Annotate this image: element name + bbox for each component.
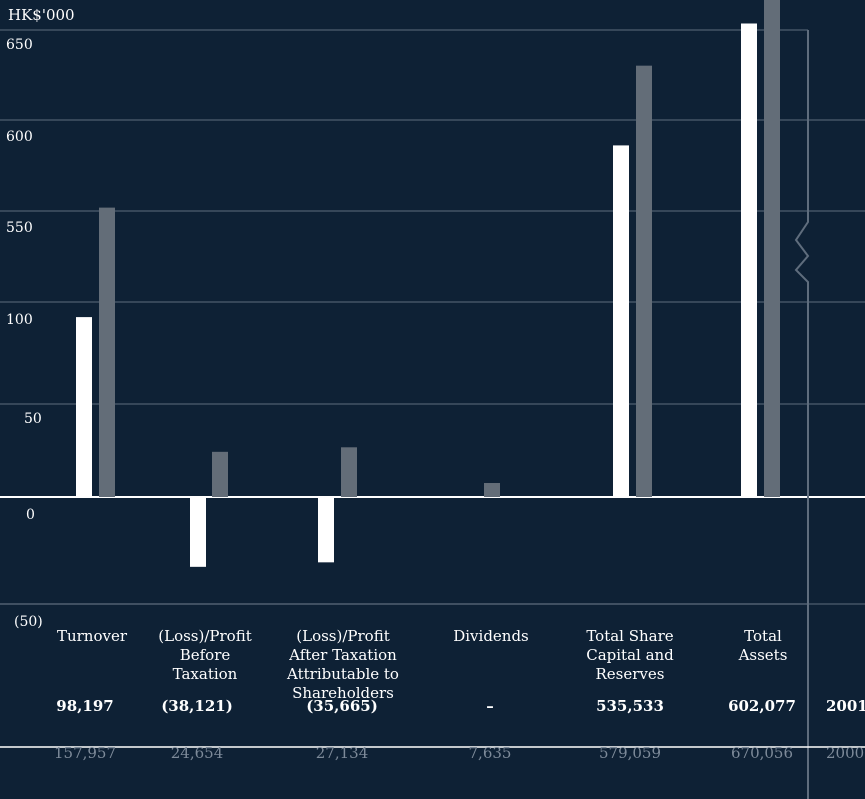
- value-label-2000: 24,654: [170, 744, 224, 762]
- category-label-line: Shareholders: [292, 684, 394, 702]
- value-label-2001: 98,197: [56, 697, 114, 715]
- value-label-2000: 579,059: [598, 744, 662, 762]
- value-label-2001: (38,121): [161, 697, 233, 715]
- category-label: (Loss)/Profit After Taxation Attributable …: [268, 627, 418, 703]
- grid-lines: [0, 29, 865, 605]
- year-label-2001: 2001: [826, 697, 865, 715]
- bar-2000-5: [636, 65, 652, 497]
- value-label-2001: 602,077: [728, 697, 796, 715]
- category-label-line: Total: [744, 627, 782, 645]
- value-label-2000: 27,134: [315, 744, 369, 762]
- category-label: Dividends: [416, 627, 566, 646]
- value-label-2001: –: [486, 697, 494, 715]
- bar-2000-2: [212, 451, 228, 497]
- bar-2001-1: [76, 317, 92, 497]
- bar-2000-6: [764, 0, 780, 498]
- category-label-line: Capital and: [586, 646, 674, 664]
- value-label-2001: (35,665): [306, 697, 378, 715]
- category-label: Total Assets: [688, 627, 838, 665]
- bar-2001-5: [613, 145, 629, 497]
- y-tick-label: (50): [14, 614, 43, 630]
- category-label: (Loss)/Profit Before Taxation: [130, 627, 280, 684]
- unit-label: HK$'000: [8, 6, 75, 24]
- category-label-line: (Loss)/Profit: [296, 627, 390, 645]
- category-label-line: Turnover: [56, 627, 128, 645]
- category-label-line: Assets: [738, 646, 788, 664]
- category-label-line: Taxation: [172, 665, 238, 683]
- bar-2000-4: [484, 483, 500, 497]
- y-tick-label: 600: [6, 129, 33, 145]
- bars: [76, 0, 780, 567]
- category-label-line: Dividends: [453, 627, 529, 645]
- y-tick-label: 0: [26, 507, 35, 523]
- category-label-line: Attributable to: [287, 665, 399, 683]
- category-label-line: Before: [179, 646, 231, 664]
- category-label: Total Share Capital and Reserves: [555, 627, 705, 684]
- year-label-2000: 2000: [826, 744, 865, 762]
- y-tick-label: 550: [6, 220, 33, 236]
- value-label-2001: 535,533: [596, 697, 664, 715]
- y-tick-label: 50: [24, 411, 42, 427]
- bar-2000-3: [341, 447, 357, 497]
- y-tick-label: 650: [6, 37, 33, 53]
- y-tick-label: 100: [6, 312, 33, 328]
- category-label-line: (Loss)/Profit: [158, 627, 252, 645]
- axis-frame: [0, 30, 865, 799]
- category-label-line: After Taxation: [289, 646, 397, 664]
- value-label-2000: 670,056: [730, 744, 794, 762]
- bar-2001-3: [318, 497, 334, 563]
- bar-2000-1: [99, 207, 115, 497]
- category-label-line: Total Share: [586, 627, 674, 645]
- value-label-2000: 157,957: [53, 744, 117, 762]
- value-label-2000: 7,635: [468, 744, 512, 762]
- axis-break-line: [794, 30, 810, 799]
- bar-2001-6: [741, 23, 757, 498]
- category-label: Turnover: [17, 627, 167, 646]
- category-label-line: Reserves: [595, 665, 665, 683]
- bar-2001-2: [190, 497, 206, 567]
